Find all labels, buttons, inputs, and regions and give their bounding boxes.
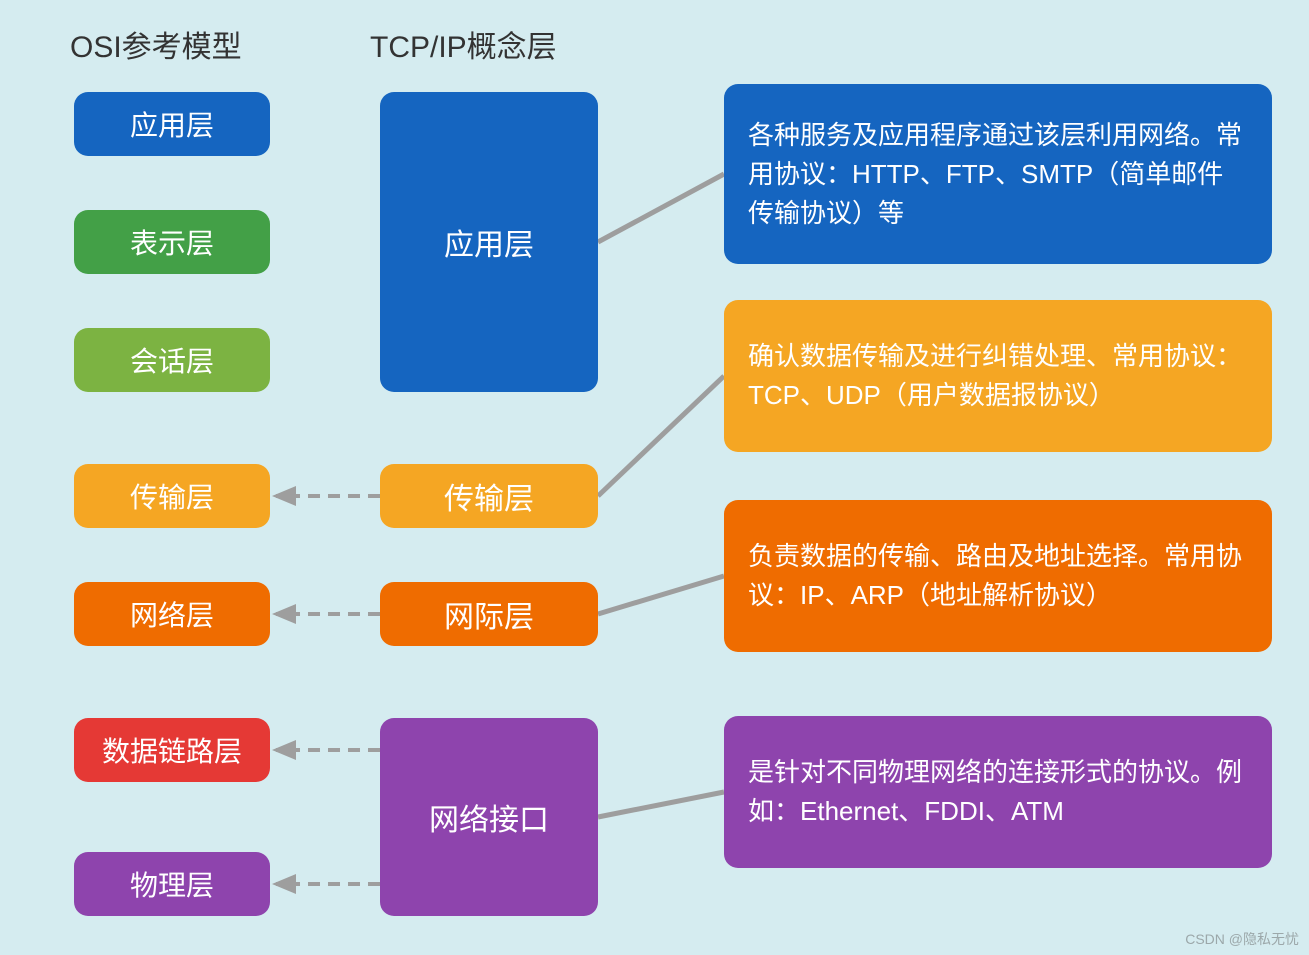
- diagram-canvas: CSDN @隐私无忧 OSI参考模型TCP/IP概念层应用层表示层会话层传输层网…: [0, 0, 1309, 955]
- desc-transport: 确认数据传输及进行纠错处理、常用协议：TCP、UDP（用户数据报协议）: [724, 300, 1272, 452]
- tcp-header: TCP/IP概念层: [370, 22, 557, 66]
- tcp-transport: 传输层: [380, 464, 598, 528]
- osi-present: 表示层: [74, 210, 270, 274]
- tcp-netaccess: 网络接口: [380, 718, 598, 916]
- osi-app: 应用层: [74, 92, 270, 156]
- osi-datalink: 数据链路层: [74, 718, 270, 782]
- desc-app: 各种服务及应用程序通过该层利用网络。常用协议：HTTP、FTP、SMTP（简单邮…: [724, 84, 1272, 264]
- desc-internet: 负责数据的传输、路由及地址选择。常用协议：IP、ARP（地址解析协议）: [724, 500, 1272, 652]
- tcp-app: 应用层: [380, 92, 598, 392]
- osi-transport: 传输层: [74, 464, 270, 528]
- connector-tcp-app: [598, 174, 724, 242]
- osi-header: OSI参考模型: [70, 22, 242, 66]
- osi-physical: 物理层: [74, 852, 270, 916]
- osi-network: 网络层: [74, 582, 270, 646]
- connector-tcp-internet: [598, 576, 724, 614]
- tcp-internet: 网际层: [380, 582, 598, 646]
- connector-tcp-transport: [598, 376, 724, 496]
- desc-netaccess: 是针对不同物理网络的连接形式的协议。例如：Ethernet、FDDI、ATM: [724, 716, 1272, 868]
- connector-tcp-netaccess: [598, 792, 724, 817]
- watermark: CSDN @隐私无忧: [1185, 929, 1299, 949]
- osi-session: 会话层: [74, 328, 270, 392]
